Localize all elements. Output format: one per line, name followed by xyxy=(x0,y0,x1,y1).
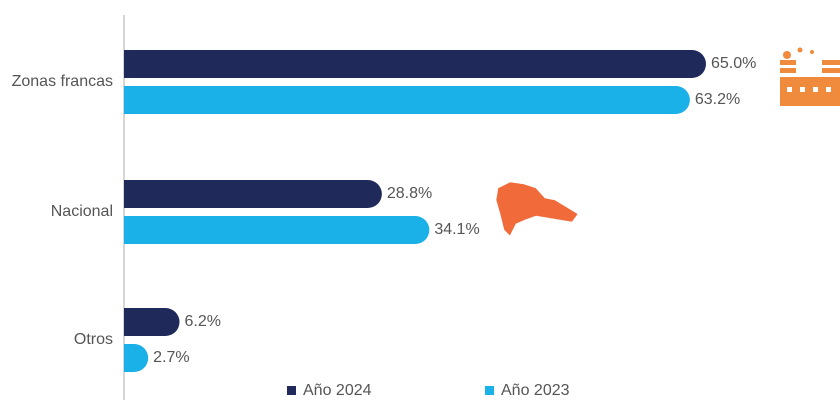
legend-swatch xyxy=(485,386,494,395)
bar xyxy=(124,308,180,337)
legend-swatch xyxy=(287,386,296,395)
map-icon xyxy=(495,181,579,237)
category-label: Otros xyxy=(74,331,113,348)
value-label: 34.1% xyxy=(434,221,479,238)
category-label: Nacional xyxy=(51,203,113,220)
bar xyxy=(124,216,430,244)
value-label: 65.0% xyxy=(711,55,756,72)
value-label: 6.2% xyxy=(185,313,221,330)
bar xyxy=(124,344,149,372)
factory-icon xyxy=(780,47,840,106)
value-label: 2.7% xyxy=(153,349,189,366)
bar xyxy=(124,180,382,208)
legend-label: Año 2023 xyxy=(501,382,570,399)
category-label: Zonas francas xyxy=(12,73,113,90)
bar xyxy=(124,86,690,115)
legend-label: Año 2024 xyxy=(303,382,372,399)
value-label: 63.2% xyxy=(695,91,740,108)
value-label: 28.8% xyxy=(387,185,432,202)
bar xyxy=(124,50,706,78)
